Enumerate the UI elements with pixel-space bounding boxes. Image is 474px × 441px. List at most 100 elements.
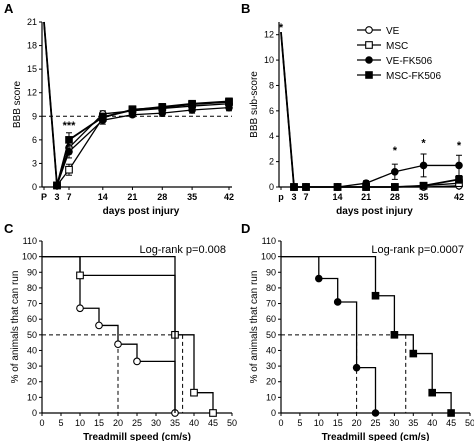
data-point [371, 409, 380, 417]
y-axis-label: % of animals that can run [10, 271, 21, 384]
data-point [76, 271, 84, 280]
x-axis-label: days post injury [336, 206, 413, 217]
y-tick-label: 10 [27, 392, 37, 402]
significance-mark: * [421, 137, 426, 149]
data-point [128, 106, 137, 114]
x-tick-label: 45 [446, 418, 456, 428]
y-axis-label: BBB score [12, 80, 23, 128]
x-tick-label: 20 [352, 418, 362, 428]
data-point [188, 106, 196, 114]
data-point [419, 181, 428, 190]
y-tick-label: 8 [269, 80, 274, 90]
data-point [391, 167, 399, 176]
panel-letter-b: B [241, 1, 250, 16]
x-tick-label: 15 [94, 418, 104, 428]
survival-curve [42, 255, 176, 413]
x-tick-label: P [41, 192, 47, 202]
x-tick-label: 35 [170, 418, 180, 428]
data-point [133, 357, 141, 366]
legend-marker [365, 71, 373, 79]
y-tick-label: 60 [27, 314, 37, 324]
log-rank-annotation: Log-rank p=0.0007 [371, 244, 464, 256]
x-tick-label: 35 [408, 418, 418, 428]
data-point [190, 388, 198, 397]
legend-label: VE [386, 26, 400, 37]
panel-letter-d: D [241, 221, 250, 236]
y-tick-label: 70 [27, 299, 37, 309]
data-point [428, 388, 436, 397]
series-line [280, 32, 460, 188]
x-tick-label: 25 [132, 418, 142, 428]
y-tick-label: 12 [264, 30, 274, 40]
data-point [158, 103, 167, 111]
x-tick-label: 21 [127, 192, 137, 202]
x-tick-label: 5 [297, 418, 302, 428]
y-tick-label: 90 [266, 267, 276, 277]
data-point [99, 113, 107, 121]
x-tick-label: 5 [58, 418, 63, 428]
y-tick-label: 20 [266, 377, 276, 387]
y-tick-label: 0 [32, 408, 37, 418]
data-point [371, 291, 380, 300]
x-tick-label: 42 [454, 192, 464, 202]
panel-d-chart: 0 10 20 30 40 50 60 70 80 90 100 110 0 5 10 15 20 25 30 35 4… [249, 236, 474, 441]
y-tick-label: 60 [266, 314, 276, 324]
y-tick-label: 80 [27, 283, 37, 293]
log-rank-annotation: Log-rank p=0.008 [139, 244, 226, 256]
y-tick-label: 50 [27, 330, 37, 340]
survival-curve [281, 255, 452, 413]
x-tick-label: p [278, 192, 284, 202]
legend-marker [365, 41, 373, 49]
data-point [114, 340, 122, 349]
significance-mark: * [279, 22, 284, 34]
series-line [280, 32, 459, 188]
data-point [53, 181, 61, 190]
x-tick-label: 50 [465, 418, 474, 428]
x-tick-label: 21 [361, 192, 371, 202]
data-point [290, 183, 298, 191]
data-point [315, 274, 323, 283]
significance-mark: *** [63, 120, 77, 132]
x-axis-label: Treadmill speed (cm/s) [83, 432, 191, 441]
y-tick-label: 15 [27, 64, 37, 74]
panel-b-chart: 0 2 4 6 8 10 12 p 3 7 14 21 28 35 42 days post injury BB… [249, 22, 464, 217]
x-tick-label: 35 [419, 192, 429, 202]
significance-mark: * [393, 145, 398, 157]
y-tick-label: 100 [261, 252, 276, 262]
x-tick-label: 40 [189, 418, 199, 428]
series-line [280, 32, 460, 188]
y-tick-label: 6 [269, 106, 274, 116]
x-tick-label: 30 [389, 418, 399, 428]
y-tick-label: 12 [27, 88, 37, 98]
x-axis-label: days post injury [103, 206, 180, 217]
data-point [65, 136, 73, 144]
y-tick-label: 10 [264, 55, 274, 65]
x-tick-label: 10 [75, 418, 85, 428]
data-point [76, 304, 84, 313]
data-point [302, 183, 310, 191]
y-tick-label: 3 [32, 158, 37, 168]
x-tick-label: 28 [157, 192, 167, 202]
data-point [95, 321, 103, 330]
y-tick-label: 6 [32, 135, 37, 145]
y-axis-label: BBB sub-score [249, 71, 260, 138]
legend-label: MSC-FK506 [386, 71, 441, 82]
x-tick-label: 3 [291, 192, 296, 202]
data-point [225, 103, 233, 112]
legend-label: VE-FK506 [386, 56, 433, 67]
x-tick-label: 25 [370, 418, 380, 428]
x-tick-label: 50 [227, 418, 237, 428]
x-tick-label: 35 [187, 192, 197, 202]
x-tick-label: 40 [427, 418, 437, 428]
data-point [158, 109, 167, 117]
x-tick-label: 14 [333, 192, 343, 202]
x-tick-label: 7 [66, 192, 71, 202]
y-tick-label: 4 [269, 131, 274, 141]
data-point [455, 161, 463, 170]
x-tick-label: 45 [208, 418, 218, 428]
x-tick-label: 28 [390, 192, 400, 202]
x-tick-label: 20 [113, 418, 123, 428]
significance-mark: * [457, 140, 462, 152]
y-tick-label: 90 [27, 267, 37, 277]
